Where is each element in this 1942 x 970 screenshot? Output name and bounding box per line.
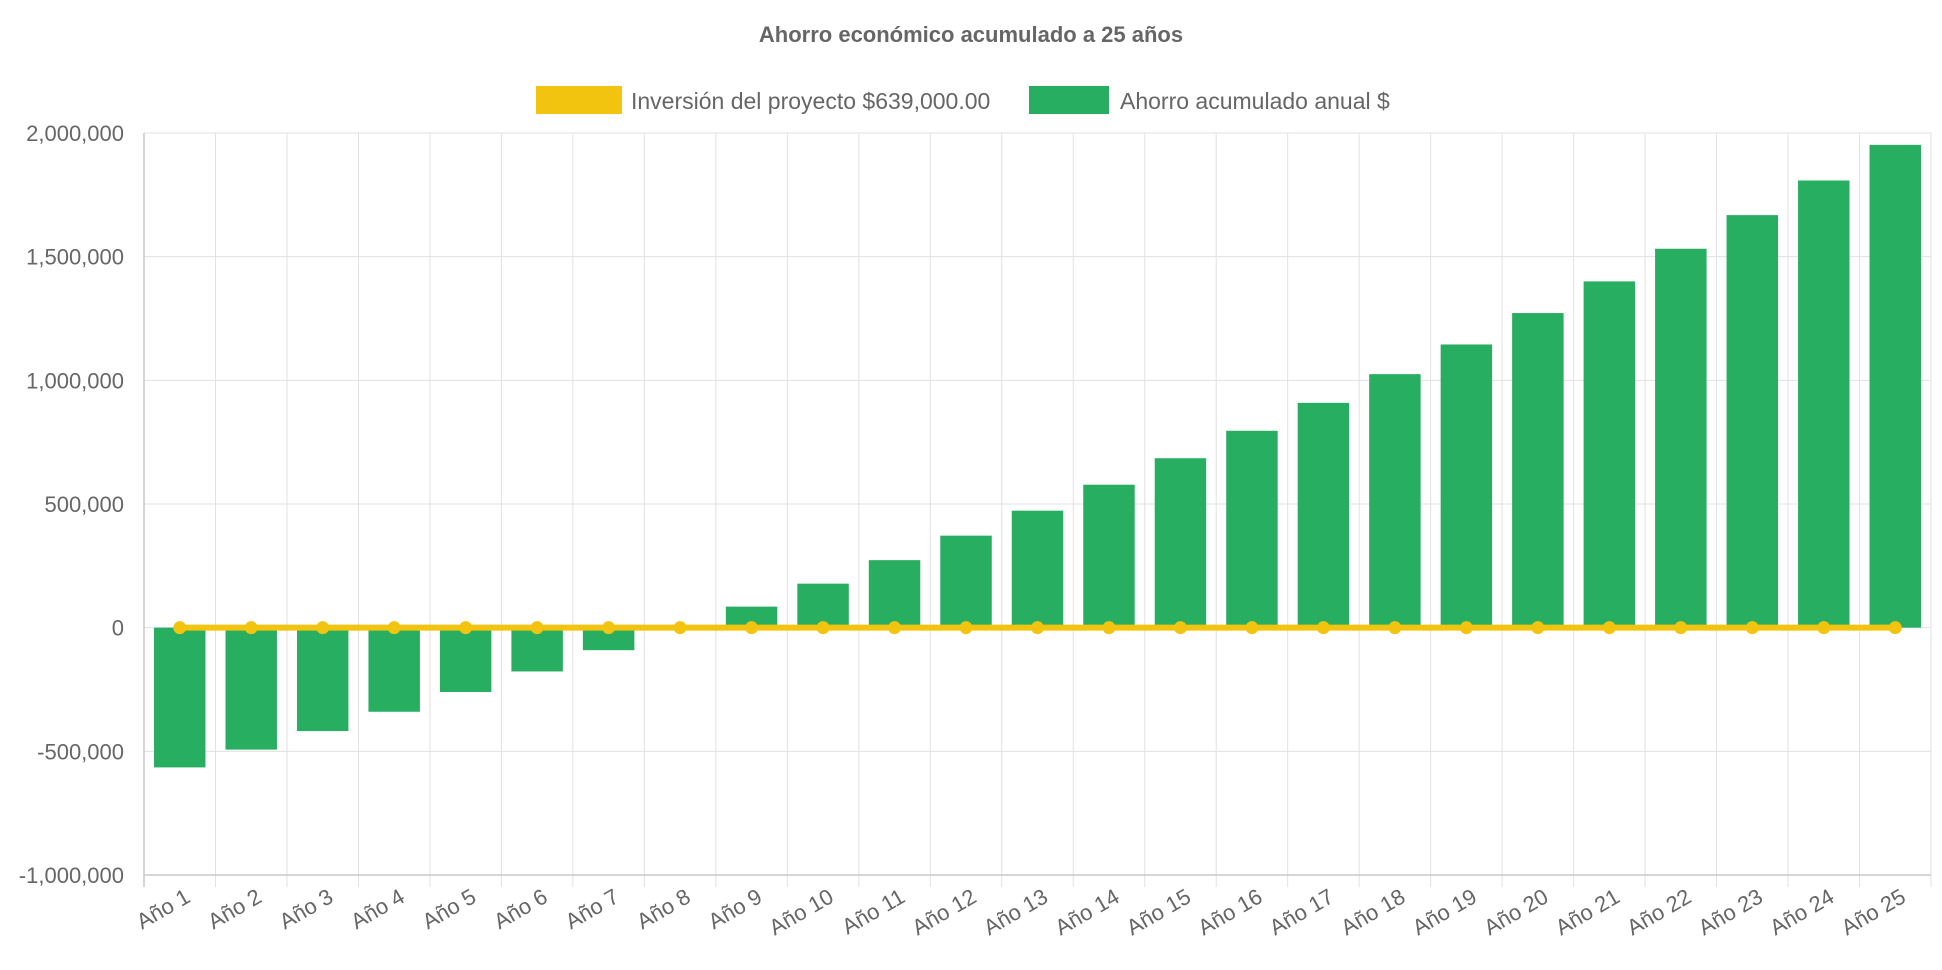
x-tick-label: Año 23 bbox=[1694, 884, 1767, 941]
y-tick-label: -1,000,000 bbox=[19, 863, 124, 888]
line-point-9[interactable] bbox=[745, 621, 759, 635]
bar-13[interactable] bbox=[1011, 510, 1064, 628]
bar-18[interactable] bbox=[1369, 374, 1421, 628]
line-point-13[interactable] bbox=[1031, 621, 1044, 635]
line-point-6[interactable] bbox=[530, 621, 544, 635]
x-tick-label: Año 4 bbox=[346, 884, 408, 934]
line-point-1[interactable] bbox=[173, 621, 187, 635]
line-point-17[interactable] bbox=[1316, 621, 1330, 635]
line-point-18[interactable] bbox=[1388, 621, 1402, 635]
line-point-5[interactable] bbox=[459, 621, 473, 635]
x-tick-label: Año 2 bbox=[203, 884, 265, 934]
x-tick-label: Año 24 bbox=[1765, 884, 1838, 941]
line-point-25[interactable] bbox=[1888, 621, 1902, 635]
x-tick-label: Año 16 bbox=[1194, 884, 1267, 941]
x-tick-label: Año 15 bbox=[1122, 884, 1195, 941]
line-point-23[interactable] bbox=[1745, 621, 1759, 635]
x-tick-label: Año 10 bbox=[765, 884, 838, 941]
bar-series bbox=[154, 144, 1921, 768]
bar-9[interactable] bbox=[725, 606, 778, 628]
x-tick-label: Año 17 bbox=[1265, 884, 1338, 941]
x-tick-label: Año 7 bbox=[561, 884, 623, 934]
line-point-2[interactable] bbox=[244, 621, 258, 635]
chart-title: Ahorro económico acumulado a 25 años bbox=[759, 22, 1183, 47]
chart-legend: Inversión del proyecto $639,000.00 Ahorr… bbox=[536, 86, 1390, 114]
legend-label-investment: Inversión del proyecto $639,000.00 bbox=[631, 88, 990, 114]
line-point-14[interactable] bbox=[1102, 621, 1116, 635]
bar-2[interactable] bbox=[225, 627, 277, 750]
x-tick-label: Año 8 bbox=[632, 884, 694, 934]
line-point-19[interactable] bbox=[1459, 621, 1473, 635]
bar-16[interactable] bbox=[1226, 430, 1278, 628]
x-tick-label: Año 21 bbox=[1551, 884, 1624, 941]
bar-10[interactable] bbox=[797, 583, 849, 628]
line-point-7[interactable] bbox=[602, 621, 616, 635]
x-tick-label: Año 5 bbox=[418, 884, 480, 934]
x-tick-label: Año 19 bbox=[1408, 884, 1481, 941]
x-tick-label: Año 3 bbox=[275, 884, 337, 934]
legend-swatch-investment bbox=[536, 86, 622, 114]
y-tick-label: 2,000,000 bbox=[26, 121, 124, 146]
bar-6[interactable] bbox=[511, 627, 563, 672]
line-point-10[interactable] bbox=[816, 621, 830, 635]
line-point-22[interactable] bbox=[1674, 621, 1688, 635]
line-point-24[interactable] bbox=[1817, 621, 1831, 635]
line-series bbox=[173, 621, 1902, 635]
line-point-4[interactable] bbox=[387, 621, 401, 635]
legend-item-investment[interactable]: Inversión del proyecto $639,000.00 bbox=[536, 86, 990, 114]
bar-21[interactable] bbox=[1583, 281, 1636, 628]
x-tick-label: Año 22 bbox=[1622, 884, 1695, 941]
y-axis-ticks: 2,000,000 1,500,000 1,000,000 500,000 0 -500,… bbox=[19, 121, 124, 888]
line-point-3[interactable] bbox=[316, 621, 330, 635]
bar-23[interactable] bbox=[1726, 215, 1779, 628]
bar-14[interactable] bbox=[1083, 484, 1135, 628]
y-tick-label: 500,000 bbox=[44, 492, 124, 517]
x-tick-label: Año 25 bbox=[1837, 884, 1910, 941]
y-tick-label: 1,500,000 bbox=[26, 245, 124, 270]
x-tick-label: Año 14 bbox=[1051, 884, 1124, 941]
x-tick-label: Año 18 bbox=[1337, 884, 1410, 941]
bar-1[interactable] bbox=[154, 627, 206, 768]
bar-7[interactable] bbox=[582, 627, 635, 651]
bar-3[interactable] bbox=[296, 627, 349, 732]
x-tick-label: Año 9 bbox=[704, 884, 766, 934]
bar-5[interactable] bbox=[439, 627, 492, 692]
bar-24[interactable] bbox=[1798, 180, 1850, 628]
x-tick-label: Año 6 bbox=[489, 884, 551, 934]
x-tick-label: Año 20 bbox=[1479, 884, 1552, 941]
x-tick-label: Año 11 bbox=[838, 884, 909, 940]
axes bbox=[143, 133, 1931, 887]
x-tick-label: Año 13 bbox=[979, 884, 1052, 941]
bar-15[interactable] bbox=[1154, 458, 1207, 628]
legend-label-savings: Ahorro acumulado anual $ bbox=[1120, 88, 1390, 114]
legend-swatch-savings bbox=[1029, 86, 1109, 114]
line-point-15[interactable] bbox=[1173, 621, 1187, 635]
bar-19[interactable] bbox=[1440, 344, 1493, 628]
bar-25[interactable] bbox=[1869, 144, 1921, 628]
line-point-16[interactable] bbox=[1245, 621, 1259, 635]
bar-22[interactable] bbox=[1655, 248, 1707, 628]
bar-17[interactable] bbox=[1297, 402, 1350, 628]
bar-11[interactable] bbox=[868, 560, 921, 628]
line-point-11[interactable] bbox=[888, 621, 902, 635]
grid bbox=[143, 132, 1932, 887]
y-tick-label: 1,000,000 bbox=[26, 368, 124, 393]
legend-item-savings[interactable]: Ahorro acumulado anual $ bbox=[1029, 86, 1390, 114]
x-tick-label: Año 12 bbox=[908, 884, 981, 941]
line-point-8[interactable] bbox=[673, 621, 687, 635]
bar-4[interactable] bbox=[368, 627, 420, 712]
line-point-12[interactable] bbox=[959, 621, 973, 635]
y-tick-label: 0 bbox=[112, 616, 124, 641]
line-point-20[interactable] bbox=[1531, 621, 1545, 635]
line-point-21[interactable] bbox=[1602, 621, 1616, 635]
bar-20[interactable] bbox=[1512, 313, 1564, 628]
y-tick-label: -500,000 bbox=[37, 739, 124, 764]
bar-12[interactable] bbox=[940, 535, 992, 628]
x-tick-label: Año 1 bbox=[132, 884, 194, 934]
x-axis-ticks: Año 1 Año 2 Año 3 Año 4 Año 5 Año 6 Año 7 Año 8… bbox=[132, 884, 1910, 941]
